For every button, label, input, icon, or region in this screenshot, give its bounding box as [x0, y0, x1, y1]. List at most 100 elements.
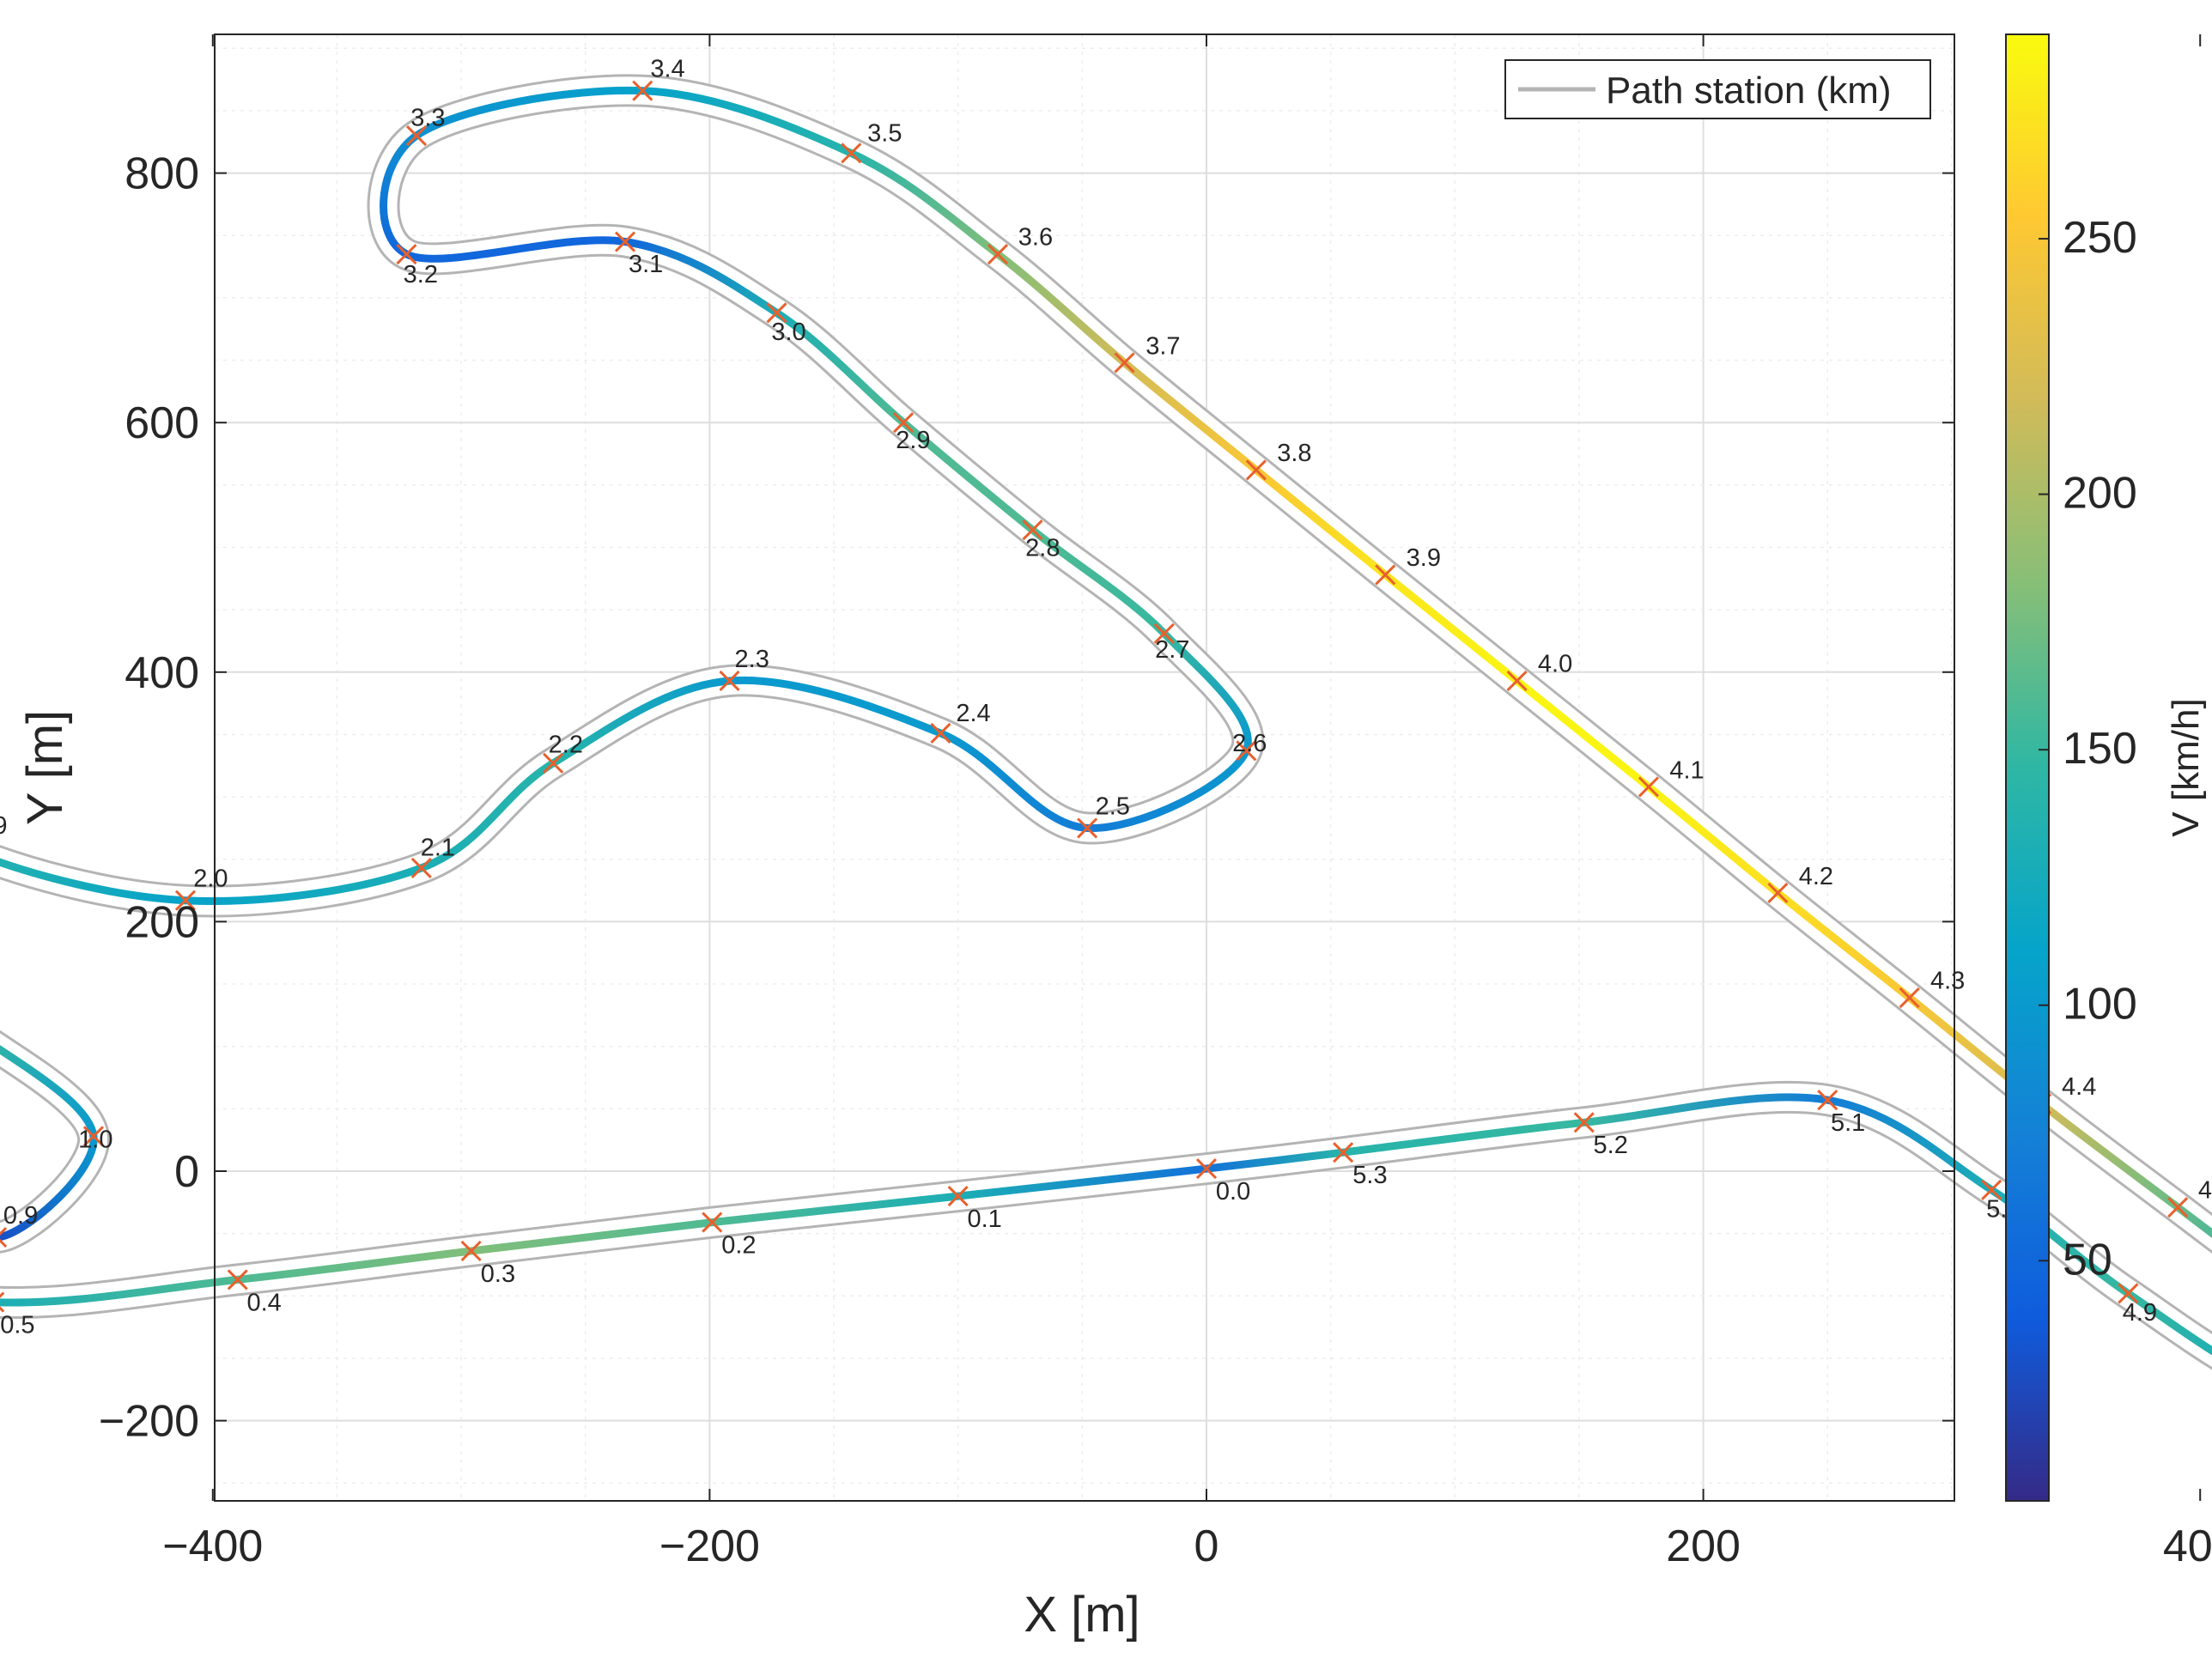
path-segment [1823, 1096, 1996, 1194]
path-segment [773, 308, 908, 427]
path-segment [899, 418, 1036, 534]
station-label: 2.5 [1096, 793, 1130, 820]
station-label: 3.9 [1407, 544, 1441, 572]
station-marker [0, 1291, 5, 1313]
x-axis-label: X [m] [1024, 1587, 1139, 1643]
x-tick-label: 200 [1666, 1521, 1741, 1571]
station-label: 2.6 [1232, 730, 1267, 757]
path-segment [726, 676, 945, 738]
station-label: 1.0 [78, 1127, 112, 1154]
station-marker [1245, 459, 1267, 481]
path-segment [954, 1164, 1211, 1200]
x-tick-label: 0 [1194, 1521, 1219, 1571]
station-label: 2.8 [1025, 534, 1060, 562]
y-axis-label: Y [m] [17, 710, 73, 825]
path-segment [2173, 1203, 2212, 1238]
station-label: 0.1 [968, 1205, 1002, 1233]
path-segment [1580, 1093, 1832, 1127]
station-label: 4.2 [1799, 863, 1833, 890]
station-marker [1767, 882, 1789, 904]
path-segment [638, 87, 855, 157]
y-tick-label: 200 [125, 897, 199, 947]
path-segment [2124, 1289, 2212, 1356]
station-label: 2.7 [1155, 636, 1189, 664]
path-segment [1160, 629, 1252, 755]
path-segment [0, 1132, 98, 1241]
station-label: 2.0 [193, 865, 228, 893]
station-marker [410, 857, 432, 878]
station-label: 3.2 [404, 261, 438, 288]
path-segment [412, 86, 647, 140]
station-labels: 0.00.10.20.30.40.50.60.70.80.91.01.11.21… [0, 56, 2212, 1339]
path-segment [847, 149, 1002, 258]
colorbar-tick-label: 200 [2063, 469, 2137, 519]
station-marker [841, 143, 862, 164]
y-tick-label: 600 [125, 398, 199, 448]
station-label: 4.1 [1669, 756, 1704, 784]
station-marker [702, 1212, 723, 1233]
station-label: 3.8 [1277, 440, 1311, 467]
station-marker [227, 1269, 248, 1291]
station-label: 4.0 [1538, 651, 1572, 678]
station-label: 0.9 [3, 1202, 38, 1230]
station-marker [1114, 352, 1135, 373]
legend-label: Path station (km) [1606, 70, 1892, 112]
station-label: 1.9 [0, 812, 7, 840]
station-marker [719, 670, 740, 692]
station-label: 0.3 [481, 1260, 515, 1288]
station-marker [2167, 1197, 2189, 1218]
station-label: 3.1 [629, 251, 663, 278]
station-marker [1375, 564, 1396, 586]
station-label: 3.7 [1146, 333, 1180, 361]
path-segment [234, 1247, 476, 1284]
station-label: 4.3 [1930, 968, 1965, 995]
path-segment [1339, 1118, 1589, 1157]
path-segment [936, 729, 1091, 832]
y-tick-label: −200 [99, 1397, 199, 1447]
path-segment [549, 677, 733, 768]
station-label: 0.2 [721, 1231, 756, 1259]
station-label: 3.4 [650, 56, 684, 83]
y-tick-label: 800 [125, 149, 199, 199]
path-segment [380, 131, 421, 258]
path-segment [2037, 1100, 2182, 1212]
path-segment [403, 236, 629, 263]
station-marker [614, 231, 636, 252]
station-marker [1333, 1142, 1354, 1163]
station-marker [1638, 776, 1660, 798]
colorbar-ticks: 50 100 150 200 250 [2039, 213, 2137, 1284]
station-marker [1077, 817, 1098, 839]
station-label: 4.5 [2198, 1176, 2212, 1204]
station-marker [987, 243, 1009, 265]
path-segment [708, 1192, 963, 1227]
station-marker [947, 1185, 969, 1207]
path-segment [994, 250, 1128, 367]
station-marker [930, 722, 951, 744]
path-segment [0, 1275, 242, 1307]
y-tick-label: 0 [174, 1147, 199, 1197]
station-label: 2.4 [956, 700, 990, 727]
colorbar-gradient [2005, 33, 2050, 1502]
colorbar-tick-label: 150 [2063, 724, 2137, 774]
station-label: 3.5 [867, 120, 902, 148]
station-marker [1573, 1112, 1595, 1133]
path-segment [1029, 525, 1169, 638]
colorbar-tick-label: 250 [2063, 213, 2137, 263]
station-label: 2.3 [735, 646, 769, 673]
station-label: 2.1 [421, 835, 455, 862]
path-segment [1773, 889, 1914, 1002]
station-marker [1899, 987, 1920, 1009]
path-segment [1644, 783, 1782, 897]
speed-colored-path [0, 86, 2212, 1356]
station-marker [1981, 1179, 2002, 1200]
colorbar-label: V [km/h] [2165, 698, 2207, 836]
path-segment [1083, 746, 1250, 832]
colorbar-tick-label: 100 [2063, 980, 2137, 1029]
x-tick-label: 400 [2163, 1521, 2212, 1571]
station-label: 4.9 [2123, 1299, 2157, 1327]
legend: Path station (km) [1504, 59, 1931, 119]
station-marker [2118, 1283, 2139, 1304]
station-label: 3.6 [1018, 223, 1053, 251]
plot-frame [214, 33, 1955, 1502]
